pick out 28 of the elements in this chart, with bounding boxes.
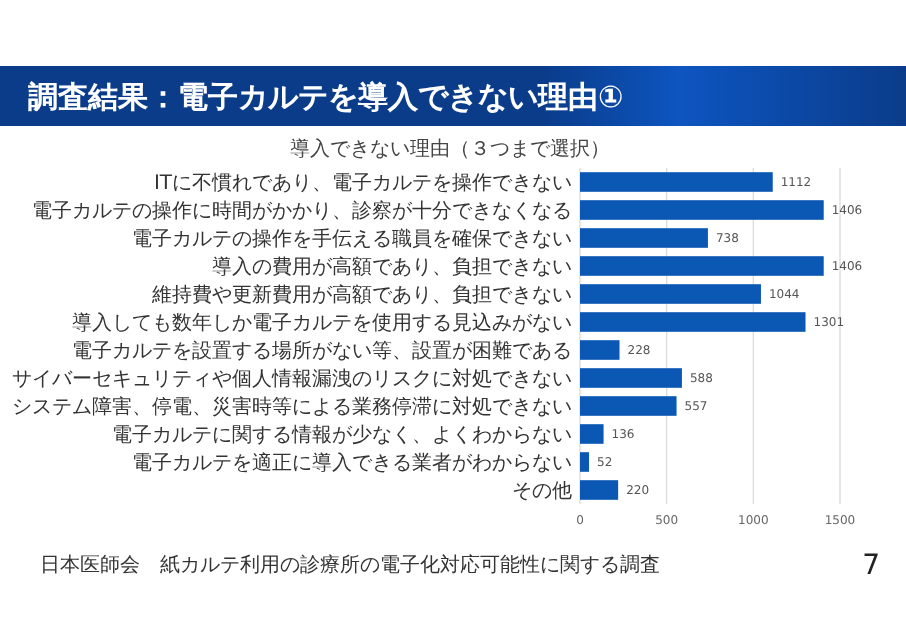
- bar: [580, 340, 620, 360]
- y-tick-label: 電子カルテの操作を手伝える職員を確保できない: [132, 227, 572, 251]
- y-tick-label: 電子カルテの操作に時間がかかり、診察が十分できなくなる: [32, 199, 572, 223]
- text: 日本医師会 紙カルテ利用の診療所の電子化対応可能性に関する調査: [40, 553, 660, 577]
- y-tick-label: 電子カルテを適正に導入できる業者がわからない: [132, 451, 572, 475]
- text: 7: [862, 549, 880, 582]
- y-tick-label: 維持費や更新費用が高額であり、負担できない: [150, 283, 572, 307]
- y-tick-label: 電子カルテに関する情報が少なく、よくわからない: [112, 423, 572, 447]
- y-tick-label: システム障害、停電、災害時等による業務停滞に対処できない: [12, 395, 572, 419]
- y-tick-label: 導入の費用が高額であり、負担できない: [212, 255, 572, 279]
- bar: [580, 256, 824, 276]
- bar: [580, 284, 761, 304]
- y-tick-label: ITに不慣れであり、電子カルテを操作できない: [153, 171, 572, 195]
- y-tick-label: サイバーセキュリティや個人情報漏洩のリスクに対処できない: [12, 367, 572, 391]
- bar: [580, 200, 824, 220]
- bar: [580, 228, 708, 248]
- bar: [580, 424, 604, 444]
- chart-subtitle: 導入できない理由（３つまで選択）: [290, 137, 610, 161]
- bar: [580, 480, 619, 500]
- bar: [580, 172, 773, 192]
- y-tick-label: 電子カルテを設置する場所がない等、設置が困難である: [72, 339, 572, 363]
- bar: [580, 368, 682, 388]
- y-tick-label: その他: [512, 479, 572, 503]
- bar: [580, 452, 590, 472]
- bar: [580, 396, 677, 416]
- bar: [580, 312, 806, 332]
- y-tick-label: 導入しても数年しか電子カルテを使用する見込みがない: [72, 311, 572, 335]
- text: 調査結果：電子カルテを導入できない理由①: [28, 78, 624, 115]
